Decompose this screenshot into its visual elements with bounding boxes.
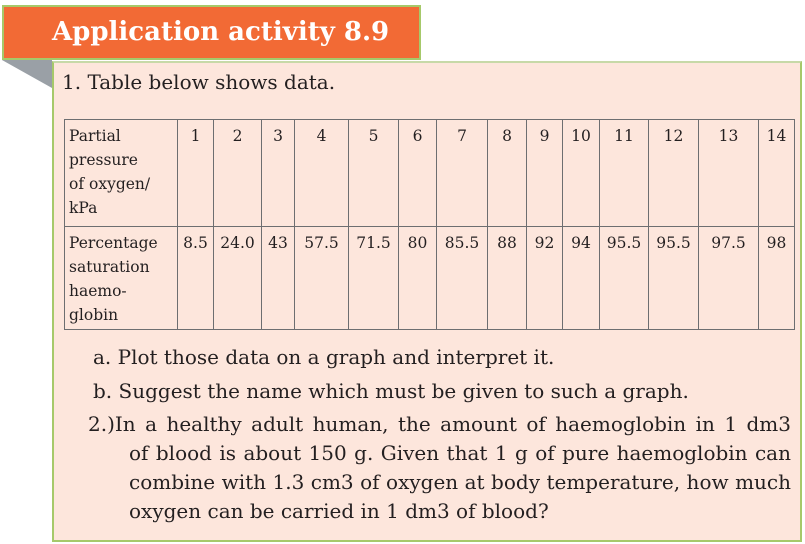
question-2-line: combine with 1.3 cm3 of oxygen at body t… [129,470,791,494]
question-2-line: 2.)In a healthy adult human, the amount … [88,412,791,436]
table-cell: 1 [177,119,214,227]
label-line: kPa [69,199,98,217]
question-1b: b. Suggest the name which must be given … [93,379,689,403]
table-cell: 92 [526,226,563,330]
label-line: Percentage [69,234,158,252]
table-cell: 9 [526,119,563,227]
table-cell: 6 [398,119,437,227]
table-cell: 14 [758,119,795,227]
table-cell: 12 [648,119,699,227]
table-cell: 8 [487,119,527,227]
table-cell: 85.5 [436,226,488,330]
table-cell: 71.5 [348,226,399,330]
row-label-percentage-saturation: Percentage saturation haemo- globin [64,226,178,330]
table-row-percentage-saturation: Percentage saturation haemo- globin 8.5 … [64,226,795,330]
title-fold-corner [2,60,52,88]
table-cell: 43 [261,226,295,330]
label-line: pressure [69,151,138,169]
table-cell: 4 [294,119,349,227]
data-table: Partial pressure of oxygen/ kPa 1 2 3 4 … [64,119,795,330]
table-cell: 13 [698,119,759,227]
label-line: of oxygen/ [69,175,151,193]
activity-title: Application activity 8.9 [2,5,421,60]
table-cell: 24.0 [213,226,262,330]
question-2-line: oxygen can be carried in 1 dm3 of blood? [129,499,549,523]
question-1a: a. Plot those data on a graph and interp… [93,345,555,369]
label-line: Partial [69,127,121,145]
row-label-partial-pressure: Partial pressure of oxygen/ kPa [64,119,178,227]
table-cell: 94 [562,226,600,330]
question-2: 2.)In a healthy adult human, the amount … [88,410,791,526]
table-cell: 57.5 [294,226,349,330]
table-cell: 11 [599,119,649,227]
label-line: globin [69,306,119,324]
table-cell: 7 [436,119,488,227]
question-1-intro: 1. Table below shows data. [62,70,336,94]
table-cell: 95.5 [599,226,649,330]
label-line: saturation [69,258,150,276]
table-row-partial-pressure: Partial pressure of oxygen/ kPa 1 2 3 4 … [64,119,795,227]
table-cell: 2 [213,119,262,227]
table-cell: 10 [562,119,600,227]
table-cell: 95.5 [648,226,699,330]
question-2-line: of blood is about 150 g. Given that 1 g … [129,441,791,465]
table-cell: 5 [348,119,399,227]
label-line: haemo- [69,282,127,300]
table-cell: 80 [398,226,437,330]
table-cell: 98 [758,226,795,330]
table-cell: 88 [487,226,527,330]
table-cell: 97.5 [698,226,759,330]
table-cell: 3 [261,119,295,227]
table-cell: 8.5 [177,226,214,330]
